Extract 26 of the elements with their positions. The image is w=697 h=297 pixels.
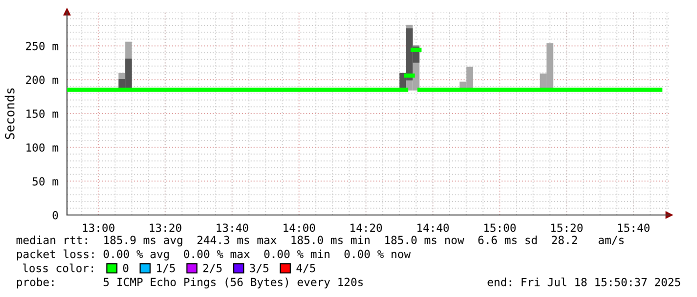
- x-tick-label: 15:20: [551, 224, 583, 232]
- x-tick-label: 13:20: [150, 224, 182, 232]
- legend-label: 2/5: [203, 264, 222, 274]
- text: probe: 5 ICMP Echo Pings (56 Bytes) every 120s: [17, 278, 363, 288]
- y-tick-label: 150 m: [26, 110, 58, 118]
- legend-label: 3/5: [250, 264, 268, 274]
- text: packet loss: 0.00 % avg 0.00 % max 0.00 % min 0.00 % now: [17, 250, 411, 260]
- x-tick-label: 15:40: [618, 224, 650, 232]
- x-tick-label: 14:40: [417, 224, 449, 232]
- x-tick-label: 13:40: [216, 224, 248, 232]
- y-axis-title: Seconds: [4, 88, 14, 139]
- x-tick-label: 13:00: [82, 224, 114, 232]
- text: end: Fri Jul 18 15:50:37 2025: [488, 278, 680, 286]
- legend-label: 1/5: [157, 264, 175, 274]
- legend-label: 4/5: [296, 264, 316, 274]
- y-tick-label: 100 m: [26, 143, 58, 152]
- legend-label: 0: [123, 264, 128, 272]
- text: median rtt: 185.9 ms avg 244.3 ms max 185.0 ms min 185.0 ms now 6.6 ms sd 28.2 am/s: [16, 236, 624, 246]
- legend-title: loss color:: [22, 264, 94, 272]
- y-tick-label: 50 m: [32, 177, 58, 186]
- x-tick-label: 15:00: [484, 224, 516, 232]
- y-tick-label: 0: [52, 211, 58, 220]
- x-tick-label: 14:20: [350, 224, 382, 232]
- x-tick-label: 14:00: [284, 224, 316, 232]
- y-tick-label: 200 m: [26, 76, 58, 84]
- y-tick-label: 250 m: [26, 42, 58, 50]
